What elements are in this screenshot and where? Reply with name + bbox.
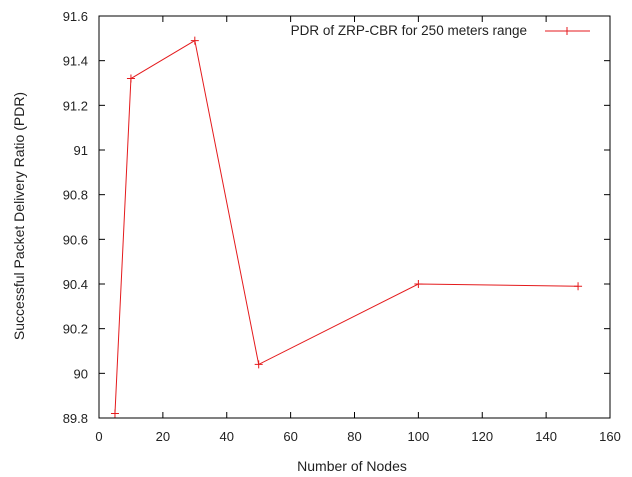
data-point bbox=[110, 409, 119, 418]
data-point bbox=[574, 282, 583, 291]
x-tick-label: 0 bbox=[95, 429, 102, 444]
x-tick-label: 80 bbox=[347, 429, 361, 444]
plot-border bbox=[98, 15, 611, 419]
y-tick-label: 90 bbox=[74, 366, 88, 381]
x-tick-label: 20 bbox=[156, 429, 170, 444]
y-axis-label: Successful Packet Delivery Ratio (PDR) bbox=[11, 92, 27, 340]
series-layer bbox=[110, 36, 583, 418]
legend-marker bbox=[563, 27, 571, 35]
x-tick-label: 100 bbox=[408, 429, 430, 444]
y-tick-label: 90.4 bbox=[63, 277, 88, 292]
y-tick-label: 91.6 bbox=[63, 9, 88, 24]
legend-label: PDR of ZRP-CBR for 250 meters range bbox=[291, 23, 527, 38]
x-tick-label: 120 bbox=[471, 429, 493, 444]
series-line bbox=[114, 39, 579, 414]
x-tick-label: 40 bbox=[220, 429, 234, 444]
data-point bbox=[190, 36, 199, 45]
y-tick-label: 90.6 bbox=[63, 232, 88, 247]
y-tick-label: 90.2 bbox=[63, 322, 88, 337]
x-axis: 0 20 40 60 80 100 120 140 160 bbox=[95, 16, 621, 444]
plot-frame bbox=[98, 15, 611, 419]
x-tick-label: 160 bbox=[599, 429, 621, 444]
y-tick-label: 91 bbox=[74, 143, 88, 158]
x-tick-label: 140 bbox=[535, 429, 557, 444]
data-point bbox=[254, 360, 263, 369]
y-tick-label: 90.8 bbox=[63, 188, 88, 203]
y-tick-label: 91.2 bbox=[63, 98, 88, 113]
x-axis-label: Number of Nodes bbox=[297, 458, 407, 474]
data-point bbox=[126, 74, 135, 83]
x-tick-label: 60 bbox=[283, 429, 297, 444]
data-point bbox=[414, 280, 423, 288]
y-tick-label: 91.4 bbox=[63, 54, 88, 69]
legend: PDR of ZRP-CBR for 250 meters range bbox=[291, 23, 590, 38]
y-axis: 89.8 90 90.2 90.4 90.6 90.8 91 91.2 91.4 91.6 bbox=[63, 9, 610, 426]
y-tick-label: 89.8 bbox=[63, 411, 88, 426]
